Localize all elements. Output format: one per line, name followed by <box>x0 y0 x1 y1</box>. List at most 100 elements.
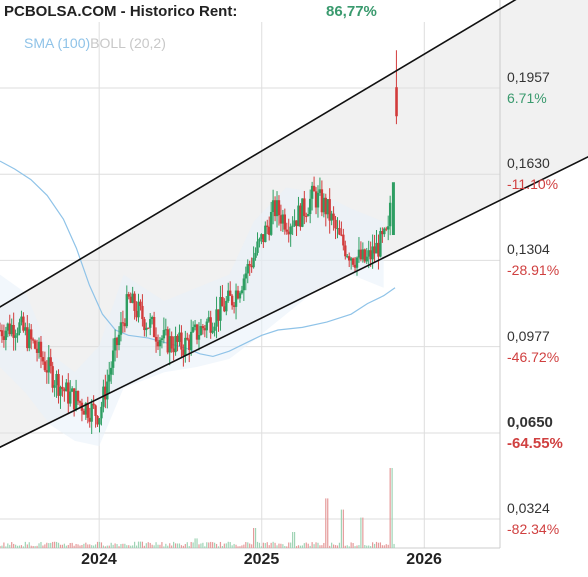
volume-bar <box>327 498 329 548</box>
candle-down <box>49 357 52 367</box>
volume-bar <box>159 544 161 548</box>
volume-bar <box>210 541 212 548</box>
x-tick-label: 2024 <box>81 551 117 568</box>
volume-bar <box>93 545 95 548</box>
candle-down <box>61 386 64 390</box>
volume-bar <box>237 546 239 548</box>
volume-bar <box>301 545 303 548</box>
candle-down <box>96 416 99 425</box>
candle-down <box>285 229 288 232</box>
volume-bar <box>32 546 34 548</box>
volume-bar <box>137 541 140 548</box>
volume-bar <box>239 546 241 548</box>
volume-bar <box>169 543 171 548</box>
volume-bar <box>309 545 311 548</box>
candle-down <box>57 374 60 396</box>
candle-up <box>318 189 322 193</box>
volume-bar <box>373 543 376 548</box>
price-tick-label: 0,1630 <box>507 155 550 172</box>
candle-up <box>28 329 31 349</box>
volume-bar <box>167 545 169 548</box>
volume-bar <box>311 542 313 548</box>
candle-up <box>184 337 187 356</box>
volume-bar <box>344 545 346 548</box>
candle-up <box>375 242 378 254</box>
volume-bar <box>387 544 389 548</box>
volume-bar <box>108 545 110 548</box>
candle-up <box>269 212 273 235</box>
volume-bar <box>217 546 220 548</box>
volume-bar <box>323 542 325 548</box>
pct-tick-label: 6.71% <box>507 90 547 106</box>
candle-up <box>308 198 312 215</box>
candle-down <box>314 191 318 208</box>
candle-up <box>160 338 164 341</box>
volume-bar <box>253 528 255 548</box>
candle-up <box>330 213 333 221</box>
candle-down <box>195 324 199 340</box>
volume-bar <box>370 546 372 548</box>
volume-bar <box>194 538 196 548</box>
volume-bar <box>9 544 11 548</box>
candle-up <box>346 256 349 258</box>
volume-bar <box>71 542 73 548</box>
volume-bar <box>141 541 144 548</box>
candle-down <box>26 327 29 349</box>
candle-up <box>119 322 123 335</box>
candle-down <box>154 336 158 342</box>
candle-up <box>379 231 382 257</box>
candle-up <box>125 294 129 327</box>
candle-up <box>336 228 339 230</box>
volume-bar <box>190 541 192 548</box>
volume-bar <box>110 542 112 548</box>
candle-up <box>162 330 166 339</box>
volume-bar <box>114 543 116 548</box>
volume-bar <box>34 546 36 548</box>
volume-bar <box>151 544 153 548</box>
volume-bar <box>7 543 9 548</box>
volume-bar <box>85 542 87 548</box>
volume-bar <box>75 543 77 548</box>
volume-bar <box>256 541 259 548</box>
pct-tick-label: -82.34% <box>507 521 560 537</box>
volume-bar <box>350 542 352 548</box>
volume-bar <box>24 541 26 548</box>
candle-down <box>72 388 76 410</box>
volume-bar <box>171 545 173 548</box>
candle-up <box>193 324 197 328</box>
channel-upper-line <box>0 0 517 308</box>
candle-up <box>244 273 248 279</box>
candle-down <box>305 216 308 218</box>
candle-down <box>283 214 287 230</box>
candle-up <box>84 403 88 415</box>
candle-down <box>43 361 47 371</box>
volume-bar <box>313 544 315 548</box>
candle-down <box>170 336 173 349</box>
candle-up <box>100 406 103 419</box>
volume-bar <box>69 542 71 548</box>
candle-up <box>240 290 244 294</box>
candle-up <box>47 357 50 373</box>
candle-up <box>207 317 210 322</box>
volume-bar <box>340 509 342 548</box>
x-tick-label: 2025 <box>243 551 280 568</box>
candle-up <box>113 337 117 351</box>
volume-bar <box>352 543 354 548</box>
volume-bar <box>241 545 243 548</box>
volume-bar <box>368 545 370 548</box>
volume-bar <box>196 538 198 548</box>
candle-down <box>152 316 156 337</box>
volume-bar <box>157 544 159 548</box>
volume-bar <box>42 545 44 548</box>
candle-up <box>205 321 208 331</box>
volume-bar <box>184 544 186 548</box>
volume-bar <box>38 543 40 548</box>
candle-up <box>355 257 359 268</box>
candle-up <box>391 182 395 236</box>
volume-bar <box>364 545 366 548</box>
volume-bar <box>305 542 307 548</box>
volume-bar <box>221 546 223 548</box>
volume-bar <box>288 542 290 548</box>
candle-down <box>135 310 138 318</box>
volume-bar <box>77 544 79 548</box>
